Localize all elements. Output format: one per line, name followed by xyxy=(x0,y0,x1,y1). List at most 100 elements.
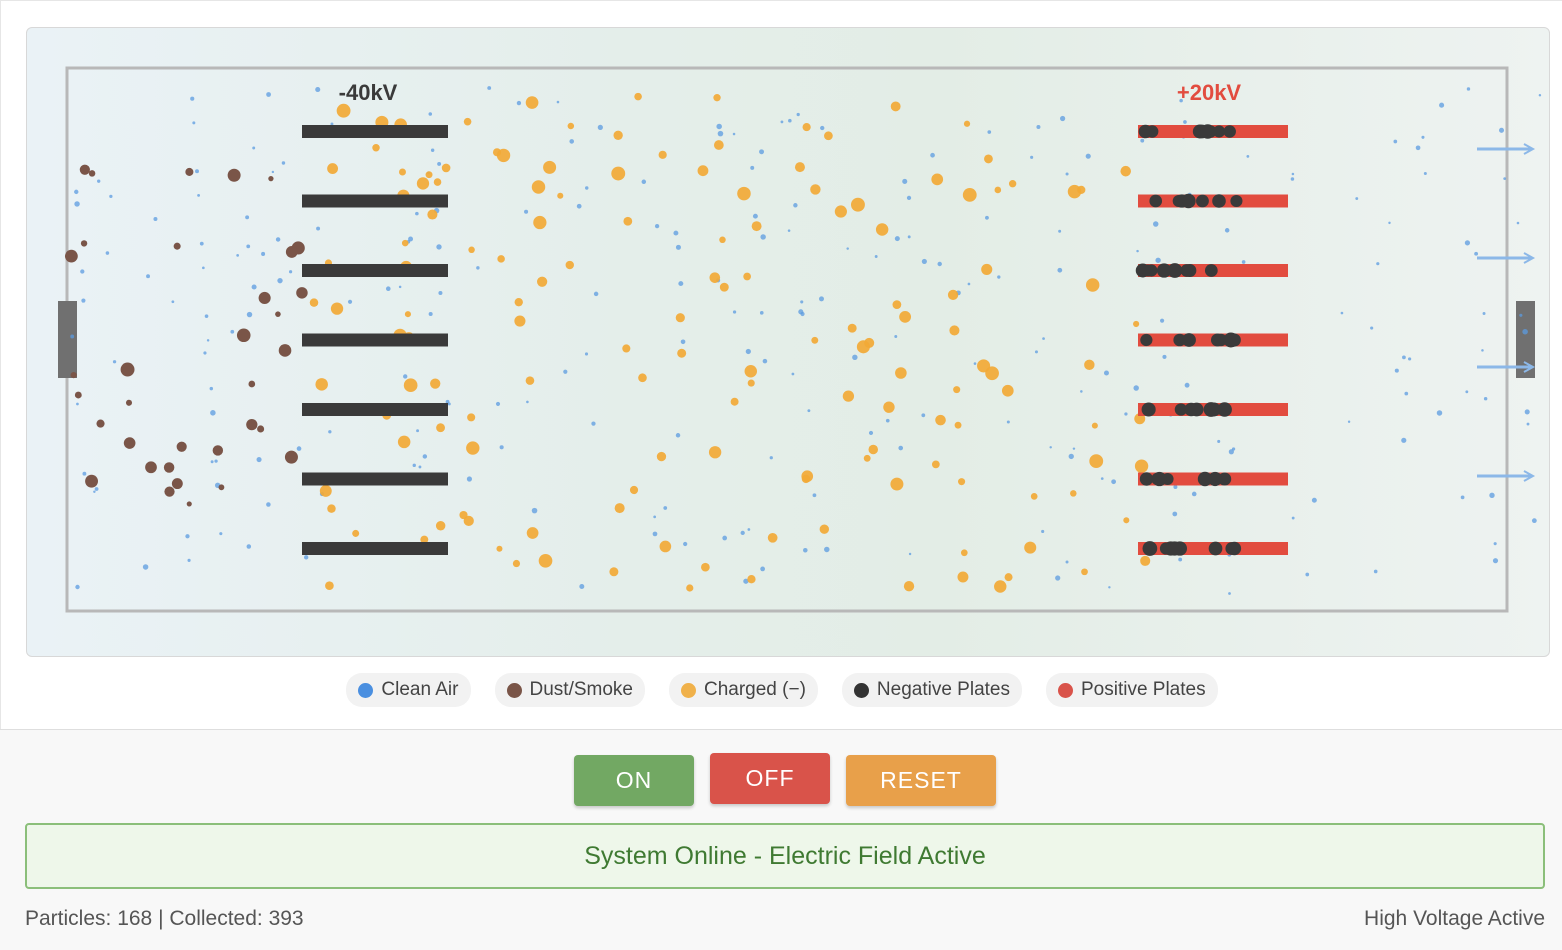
clean-air-particle xyxy=(252,146,256,150)
charged-particle xyxy=(713,140,724,150)
clean-air-particle xyxy=(780,120,784,124)
charged-particle xyxy=(984,154,993,164)
charged-particle xyxy=(1004,573,1013,582)
charged-particle xyxy=(958,478,966,486)
charged-particle xyxy=(851,197,865,212)
clean-air-particle xyxy=(824,546,830,553)
clean-air-particle xyxy=(316,226,321,231)
clean-air-particle xyxy=(921,258,927,264)
negative-voltage-label: -40kV xyxy=(339,80,398,105)
charged-particle xyxy=(903,581,915,592)
flow-arrow-head-icon xyxy=(1523,143,1536,155)
dust-particle xyxy=(96,419,105,428)
charged-particle xyxy=(981,263,993,275)
clean-air-particle xyxy=(246,244,251,249)
charged-particle xyxy=(656,451,667,462)
collected-particle xyxy=(1212,194,1226,208)
clean-air-particle xyxy=(1173,485,1178,490)
charged-particle xyxy=(466,441,480,455)
clean-air-particle xyxy=(202,266,205,270)
charged-particle xyxy=(810,184,821,195)
clean-air-particle xyxy=(1466,87,1471,91)
charged-particle xyxy=(737,186,751,201)
clean-air-particle xyxy=(1228,449,1234,455)
charged-particle xyxy=(609,567,619,577)
dust-particle xyxy=(186,501,192,507)
clean-air-particle xyxy=(967,282,971,286)
charged-particle xyxy=(543,160,557,174)
charged-particle xyxy=(994,186,1002,194)
charged-particle xyxy=(686,584,694,592)
clean-air-particle xyxy=(908,552,912,556)
collected-particle xyxy=(1149,194,1163,208)
clean-air-particle xyxy=(760,566,765,572)
charged-particle xyxy=(842,390,855,402)
charged-particle xyxy=(892,300,902,310)
charged-particle xyxy=(468,246,475,254)
clean-air-particle xyxy=(930,152,935,158)
particles-layer xyxy=(64,86,1542,595)
charged-particle xyxy=(1085,278,1100,292)
charged-particle xyxy=(1024,541,1037,554)
negative-plate xyxy=(302,125,448,138)
clean-air-particle xyxy=(722,535,728,541)
dust-particle xyxy=(79,164,90,175)
clean-air-particle xyxy=(1153,221,1159,227)
charged-particle xyxy=(708,446,722,459)
charged-particle xyxy=(525,376,535,385)
dust-particle xyxy=(275,311,281,317)
clean-air-particle xyxy=(769,456,773,460)
clean-air-particle xyxy=(204,314,209,318)
charged-particle xyxy=(743,272,751,281)
clean-air-particle xyxy=(1172,511,1178,517)
clean-air-particle xyxy=(803,547,808,553)
collected-particle xyxy=(1145,264,1158,277)
status-message: System Online - Electric Field Active xyxy=(25,823,1545,889)
clean-air-particle xyxy=(750,165,755,170)
clean-air-particle xyxy=(584,352,589,356)
dust-particle xyxy=(123,437,136,449)
clean-air-particle xyxy=(716,123,722,130)
clean-air-particle xyxy=(1465,390,1469,394)
clean-air-particle xyxy=(1246,155,1250,158)
inlet-grate xyxy=(58,301,77,378)
charged-particle xyxy=(496,148,511,163)
charged-particle xyxy=(613,130,623,140)
clean-air-particle xyxy=(1311,497,1317,503)
collected-particle xyxy=(1206,402,1221,417)
clean-air-particle xyxy=(898,445,904,451)
clean-air-particle xyxy=(296,446,302,451)
legend-item-positive-plates: Positive Plates xyxy=(1045,673,1218,707)
clean-air-particle xyxy=(675,244,681,250)
on-button[interactable]: ON xyxy=(574,755,694,806)
negative-plate xyxy=(302,264,448,277)
clean-air-particle xyxy=(743,578,749,584)
charged-particle xyxy=(875,223,889,236)
clean-air-particle xyxy=(675,433,681,438)
collected-particle xyxy=(1182,194,1195,208)
collected-particle xyxy=(1167,263,1183,278)
clean-air-particle xyxy=(641,179,647,185)
clean-air-particle xyxy=(973,362,977,365)
charged-particle xyxy=(899,310,912,323)
clean-air-particle xyxy=(81,298,86,303)
reset-button[interactable]: RESET xyxy=(846,755,996,806)
clean-air-particle xyxy=(1183,120,1187,124)
clean-air-particle xyxy=(236,253,240,257)
charged-particle xyxy=(1077,185,1086,194)
charged-particle xyxy=(496,545,503,552)
off-button[interactable]: OFF xyxy=(710,753,830,804)
charged-particle xyxy=(935,414,946,426)
clean-air-particle xyxy=(579,583,585,589)
clean-air-particle xyxy=(428,112,433,116)
clean-air-particle xyxy=(487,86,492,90)
clean-air-particle xyxy=(1522,328,1528,335)
collected-particle xyxy=(1223,332,1239,348)
clean-air-particle xyxy=(1133,385,1139,391)
clean-air-particle xyxy=(219,532,223,536)
clean-air-particle xyxy=(1388,221,1391,225)
clean-air-particle xyxy=(732,132,736,136)
clean-air-particle xyxy=(717,130,724,137)
charged-particle xyxy=(525,96,539,109)
clean-air-particle xyxy=(907,235,911,239)
